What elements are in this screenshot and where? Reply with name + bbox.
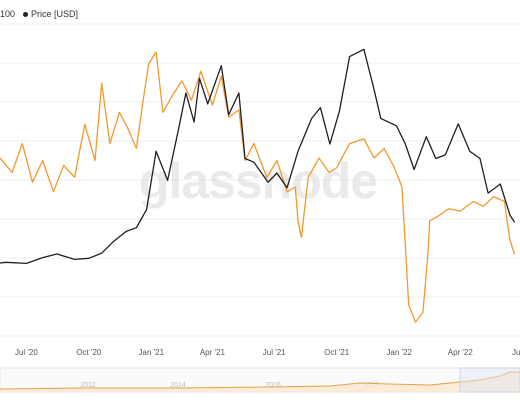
x-tick-label-3: Apr '21: [200, 348, 226, 357]
legend-price-item[interactable]: Price [USD]: [23, 9, 78, 19]
price-line: [0, 48, 516, 265]
x-tick-label-6: Jan '22: [386, 348, 412, 357]
navigator-area: [0, 372, 520, 392]
x-tick-label-8: Ju: [512, 348, 520, 357]
metric-line: [0, 51, 516, 323]
navigator-line: [0, 371, 520, 390]
legend: 100 Price [USD]: [0, 9, 78, 19]
x-tick-label-7: Apr '22: [448, 348, 474, 357]
legend-price-dot-icon: [23, 12, 29, 18]
x-tick-label-0: Jul '20: [15, 348, 38, 357]
navigator-tick-1: 2014: [170, 382, 186, 389]
navigator-tick-0: 2012: [80, 382, 96, 389]
x-tick-label-5: Oct '21: [324, 348, 350, 357]
x-tick-label-2: Jan '21: [139, 348, 165, 357]
navigator-tick-2: 2016: [265, 382, 281, 389]
x-tick-label-4: Jul '21: [263, 348, 286, 357]
legend-price-label: Price [USD]: [31, 9, 79, 19]
navigator-selection: [459, 367, 520, 393]
watermark-logo: glassnode: [139, 153, 377, 209]
legend-left-label: 100: [0, 9, 16, 19]
x-tick-label-1: Oct '20: [76, 348, 102, 357]
